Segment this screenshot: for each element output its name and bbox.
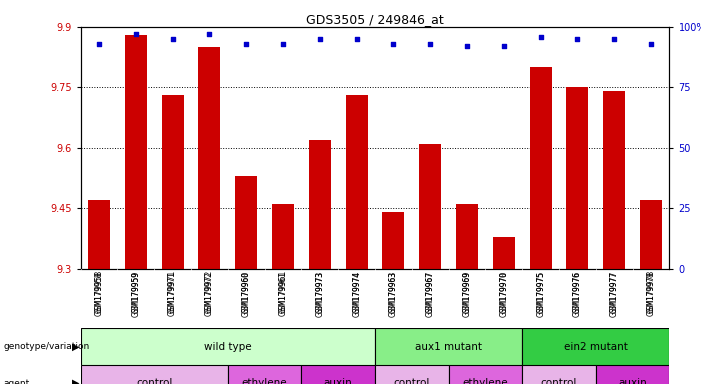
Text: auxin: auxin [324, 378, 353, 384]
Text: GSM179977: GSM179977 [610, 272, 619, 313]
Text: control: control [136, 378, 172, 384]
Text: GSM179961: GSM179961 [278, 272, 287, 313]
Point [240, 41, 252, 47]
Point [572, 36, 583, 42]
Bar [301, 365, 375, 384]
Point [608, 36, 620, 42]
Point [130, 31, 142, 37]
Bar [419, 144, 442, 269]
Bar [603, 91, 625, 269]
Bar [449, 365, 522, 384]
Bar [228, 365, 301, 384]
Point [498, 43, 510, 49]
Text: wild type: wild type [204, 341, 252, 352]
Text: ▶: ▶ [72, 341, 79, 352]
Point [646, 41, 657, 47]
Bar [81, 328, 375, 365]
Text: GSM179960: GSM179960 [242, 272, 251, 313]
Point [167, 36, 178, 42]
Bar [456, 204, 478, 269]
Bar [493, 237, 515, 269]
Bar [161, 96, 184, 269]
Text: GSM179967: GSM179967 [426, 272, 435, 313]
Text: GSM179963: GSM179963 [389, 272, 398, 313]
Point [535, 33, 546, 40]
Text: GSM179976: GSM179976 [573, 272, 582, 313]
Bar [522, 365, 596, 384]
Text: ethylene: ethylene [242, 378, 287, 384]
Bar [522, 328, 669, 365]
Text: control: control [394, 378, 430, 384]
Point [388, 41, 399, 47]
Bar [272, 204, 294, 269]
Text: control: control [541, 378, 577, 384]
Bar [346, 96, 367, 269]
Text: GSM179975: GSM179975 [536, 272, 545, 313]
Text: GSM179970: GSM179970 [499, 272, 508, 313]
Point [204, 31, 215, 37]
Bar [88, 200, 110, 269]
Text: GSM179969: GSM179969 [463, 272, 472, 313]
Text: ethylene: ethylene [463, 378, 508, 384]
Bar [81, 365, 228, 384]
Bar [236, 176, 257, 269]
Bar [640, 200, 662, 269]
Text: GSM179974: GSM179974 [352, 272, 361, 313]
Bar [375, 365, 449, 384]
Text: aux1 mutant: aux1 mutant [415, 341, 482, 352]
Text: GSM179958: GSM179958 [95, 272, 104, 313]
Bar [198, 47, 221, 269]
Point [425, 41, 436, 47]
Bar [308, 140, 331, 269]
Point [351, 36, 362, 42]
Text: agent: agent [4, 379, 29, 384]
Bar [125, 35, 147, 269]
Title: GDS3505 / 249846_at: GDS3505 / 249846_at [306, 13, 444, 26]
Point [461, 43, 472, 49]
Point [278, 41, 289, 47]
Bar [596, 365, 669, 384]
Text: GSM179971: GSM179971 [168, 272, 177, 313]
Text: GSM179973: GSM179973 [315, 272, 325, 313]
Text: ein2 mutant: ein2 mutant [564, 341, 628, 352]
Bar [383, 212, 404, 269]
Bar [566, 88, 588, 269]
Text: GSM179978: GSM179978 [646, 272, 655, 313]
Text: ▶: ▶ [72, 378, 79, 384]
Text: auxin: auxin [618, 378, 647, 384]
Text: GSM179972: GSM179972 [205, 272, 214, 313]
Text: genotype/variation: genotype/variation [4, 342, 90, 351]
Point [314, 36, 325, 42]
Text: GSM179959: GSM179959 [131, 272, 140, 313]
Bar [375, 328, 522, 365]
Point [93, 41, 104, 47]
Bar [529, 67, 552, 269]
